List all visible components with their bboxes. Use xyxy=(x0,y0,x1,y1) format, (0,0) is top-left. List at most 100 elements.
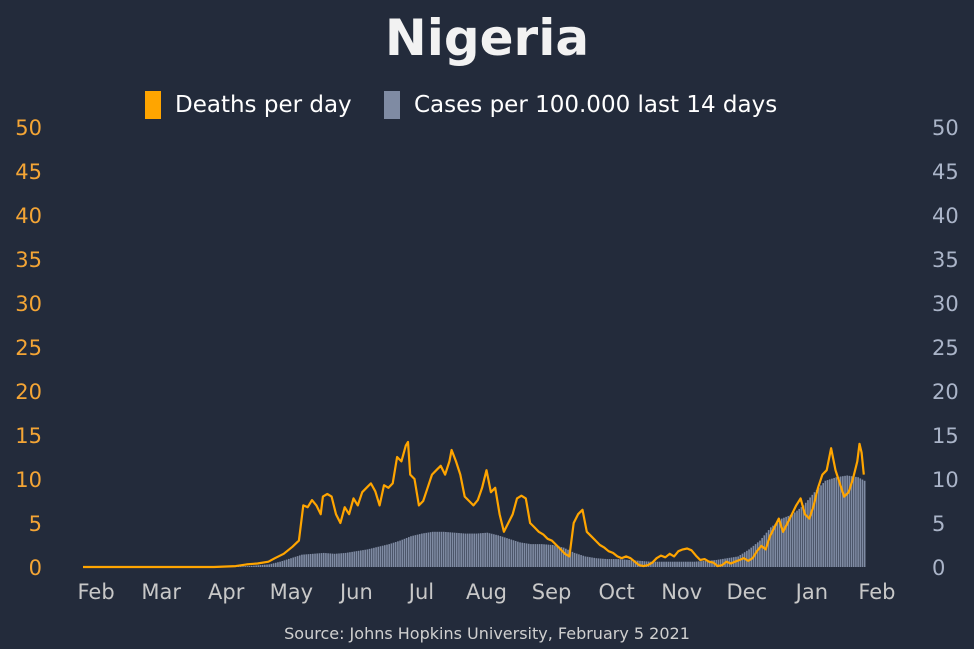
cases-bar xyxy=(246,566,249,567)
y-right-tick-label: 40 xyxy=(932,204,959,228)
x-tick-label: May xyxy=(270,580,313,604)
cases-bar xyxy=(349,552,351,567)
cases-bar xyxy=(567,549,569,567)
cases-bar xyxy=(669,561,672,567)
cases-bar xyxy=(623,559,626,567)
cases-bar xyxy=(717,559,720,567)
cases-bar xyxy=(490,533,493,567)
cases-bar xyxy=(739,555,742,567)
cases-bar xyxy=(791,514,794,567)
cases-bar xyxy=(466,533,469,567)
cases-bar xyxy=(569,550,572,567)
cases-bar xyxy=(783,517,785,567)
y-left-tick-label: 0 xyxy=(29,556,42,580)
cases-bar xyxy=(774,523,777,567)
cases-bar xyxy=(608,559,611,567)
cases-bar xyxy=(737,556,739,567)
y-left-tick-label: 25 xyxy=(15,336,42,360)
cases-bar xyxy=(626,559,628,567)
cases-bar xyxy=(383,545,386,567)
cases-bar xyxy=(750,547,753,567)
cases-bar xyxy=(464,533,467,567)
cases-bar xyxy=(248,565,251,567)
cases-bar xyxy=(272,563,275,567)
cases-bar xyxy=(320,553,323,567)
cases-bar xyxy=(859,478,862,567)
cases-bar xyxy=(665,561,667,567)
x-tick-label: Nov xyxy=(661,580,702,604)
cases-bar xyxy=(831,478,833,567)
y-left-tick-label: 20 xyxy=(15,380,42,404)
cases-bar xyxy=(617,559,620,567)
cases-bar xyxy=(711,560,713,567)
y-right-tick-label: 50 xyxy=(932,116,959,140)
cases-bar xyxy=(802,505,805,567)
cases-bar xyxy=(331,553,334,567)
cases-bar xyxy=(259,565,262,567)
cases-bar xyxy=(628,559,630,567)
cases-bar xyxy=(794,512,796,567)
cases-bar xyxy=(279,561,281,567)
cases-bar xyxy=(270,563,273,567)
cases-bar xyxy=(641,561,643,567)
y-left-tick-label: 40 xyxy=(15,204,42,228)
cases-bar xyxy=(589,557,591,567)
cases-bar xyxy=(288,558,290,567)
cases-bar xyxy=(545,544,548,567)
cases-bar xyxy=(499,536,502,567)
cases-bar xyxy=(767,530,770,567)
cases-bar xyxy=(312,553,314,567)
cases-bar xyxy=(506,538,508,567)
cases-bar xyxy=(826,480,829,567)
cases-bar xyxy=(488,533,491,567)
cases-bar xyxy=(619,559,622,567)
x-tick-label: Aug xyxy=(466,580,507,604)
cases-bar xyxy=(610,559,613,567)
cases-bar xyxy=(268,564,271,567)
cases-bar xyxy=(780,518,783,567)
legend: Deaths per day Cases per 100.000 last 14… xyxy=(145,91,777,119)
legend-swatch-deaths xyxy=(145,91,161,119)
cases-bar xyxy=(495,534,497,567)
cases-bar xyxy=(253,565,255,567)
cases-bar xyxy=(846,475,849,567)
cases-bar xyxy=(863,480,866,567)
cases-bar xyxy=(748,549,750,567)
cases-bar xyxy=(708,560,711,567)
x-tick-label: Mar xyxy=(141,580,181,604)
cases-bar xyxy=(447,532,449,567)
cases-bar xyxy=(719,559,722,567)
cases-bar xyxy=(436,531,438,567)
cases-bar xyxy=(571,551,574,567)
cases-bar xyxy=(833,477,835,567)
y-axis-right: 0 5 10 15 20 25 30 35 40 45 50 xyxy=(932,116,959,580)
cases-bar xyxy=(486,532,489,567)
cases-bar xyxy=(458,533,460,567)
cases-bar xyxy=(301,554,303,567)
cases-bar xyxy=(674,561,676,567)
cases-bar xyxy=(595,558,598,567)
cases-bar xyxy=(484,532,486,567)
cases-bar xyxy=(706,560,709,567)
cases-bar xyxy=(772,525,774,567)
cases-bar xyxy=(462,533,465,567)
cases-bar xyxy=(355,551,358,567)
cases-bar xyxy=(534,544,537,567)
cases-bar xyxy=(469,533,471,567)
cases-bar xyxy=(283,560,286,567)
cases-bar xyxy=(842,476,844,567)
cases-bar xyxy=(756,542,759,567)
cases-bar xyxy=(353,551,356,567)
cases-bar xyxy=(813,492,816,567)
cases-bar xyxy=(390,543,393,567)
cases-bar xyxy=(336,553,338,567)
cases-bar xyxy=(307,554,310,567)
cases-bar xyxy=(660,561,663,567)
cases-bar xyxy=(508,538,510,567)
cases-bar xyxy=(399,540,401,567)
cases-bar xyxy=(547,544,550,567)
x-tick-label: Jun xyxy=(338,580,373,604)
cases-bar xyxy=(344,552,347,567)
